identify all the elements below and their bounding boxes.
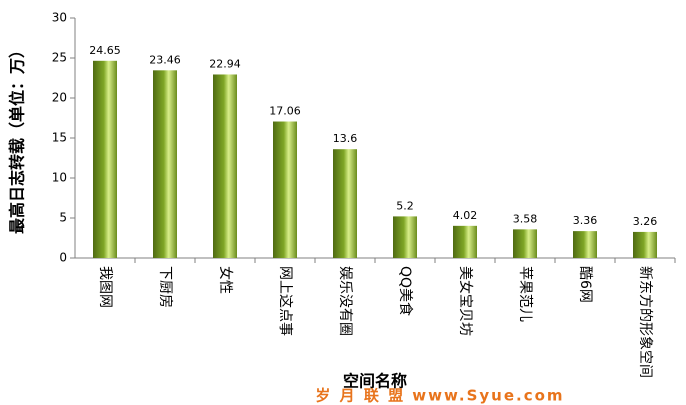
x-tick-label: 酷6网 xyxy=(577,266,593,303)
x-tick-label: 苹果范儿 xyxy=(517,266,534,322)
x-tick-label: 美女宝贝坊 xyxy=(457,266,474,336)
bar xyxy=(393,216,417,258)
bar xyxy=(513,229,537,258)
x-tick-label: 女性 xyxy=(217,266,234,294)
data-label: 5.2 xyxy=(396,199,414,212)
y-tick-label: 10 xyxy=(52,171,67,185)
bar xyxy=(453,225,477,258)
y-tick-label: 5 xyxy=(59,211,67,225)
data-label: 3.58 xyxy=(513,212,538,225)
y-tick-label: 0 xyxy=(59,251,67,265)
data-label: 22.94 xyxy=(209,57,241,70)
y-tick-label: 15 xyxy=(52,131,67,145)
x-tick-label: QQ美食 xyxy=(397,266,414,316)
bar xyxy=(153,70,177,258)
y-axis-title: 最高日志转载（单位：万） xyxy=(8,42,27,234)
x-tick-label: 下厨房 xyxy=(157,266,173,308)
bar xyxy=(213,74,237,258)
y-tick-label: 20 xyxy=(52,91,67,105)
watermark: 岁 月 联 盟 www.Syue.com xyxy=(315,387,564,405)
data-label: 23.46 xyxy=(149,53,181,66)
bar xyxy=(93,60,117,258)
data-label: 13.6 xyxy=(333,132,358,145)
x-axis-title: 空间名称 xyxy=(343,372,407,391)
x-tick-label: 我图网 xyxy=(97,266,113,308)
bar xyxy=(633,231,657,258)
data-label: 24.65 xyxy=(89,44,121,57)
y-tick-label: 30 xyxy=(52,11,67,25)
data-label: 4.02 xyxy=(453,209,478,222)
data-label: 3.26 xyxy=(633,215,658,228)
x-tick-label: 网上这点事 xyxy=(277,266,294,336)
bar xyxy=(573,231,597,258)
y-tick-label: 25 xyxy=(52,51,67,65)
bar xyxy=(273,121,297,259)
data-label: 17.06 xyxy=(269,105,301,118)
bar xyxy=(333,149,357,258)
x-tick-label: 新东方的形象空间 xyxy=(637,266,653,378)
data-label: 3.36 xyxy=(573,214,598,227)
x-tick-label: 娱乐没有圈 xyxy=(337,266,353,336)
